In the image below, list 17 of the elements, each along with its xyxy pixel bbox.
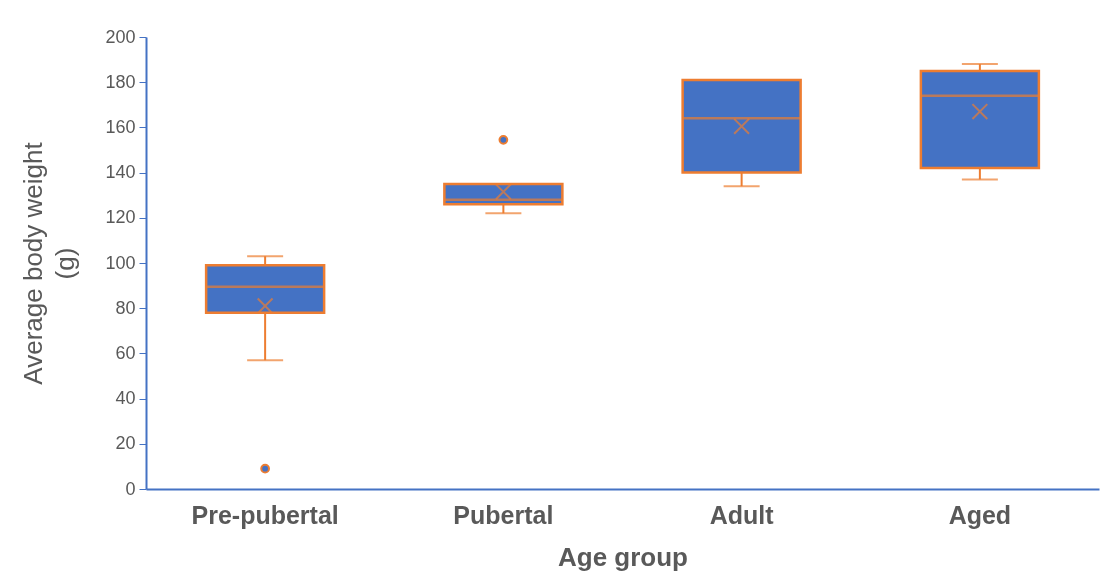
- y-tick-label: 100: [105, 252, 136, 273]
- y-tick-label: 60: [115, 342, 136, 363]
- x-tick-label: Aged: [948, 500, 1012, 529]
- y-tick-label: 40: [115, 388, 136, 409]
- y-axis-title: Average body weight (g): [18, 141, 81, 385]
- y-tick-label: 160: [105, 116, 136, 137]
- x-tick-label: Adult: [709, 500, 775, 529]
- x-axis-title: Age group: [558, 541, 688, 572]
- y-tick-label: 180: [105, 71, 136, 92]
- x-tick-label: Pubertal: [453, 500, 554, 529]
- y-tick-label: 80: [115, 297, 136, 318]
- x-tick-label: Pre-pubertal: [191, 500, 339, 529]
- y-tick-label: 140: [105, 162, 136, 183]
- y-tick-label: 120: [105, 207, 136, 228]
- y-tick-label: 20: [115, 433, 136, 454]
- y-tick-label: 0: [125, 478, 136, 499]
- y-tick-label: 200: [105, 26, 136, 47]
